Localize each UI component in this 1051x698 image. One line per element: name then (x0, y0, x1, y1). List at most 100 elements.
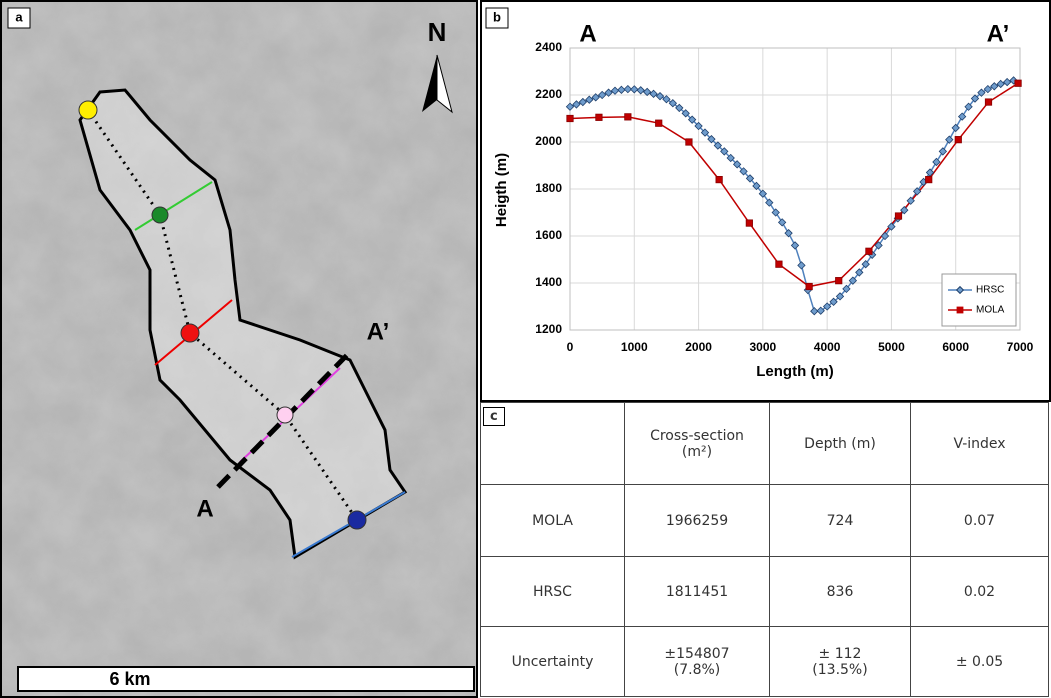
marker (945, 135, 954, 144)
plot-frame (569, 47, 1021, 331)
x-tick-label: 3000 (750, 340, 777, 354)
header-text: Cross-section (m²) (650, 427, 744, 460)
map-texture (0, 0, 478, 698)
panel-border (0, 0, 478, 698)
marker (777, 218, 787, 227)
marker (900, 205, 909, 215)
marker (932, 157, 941, 167)
marker (938, 147, 948, 156)
y-tick-label: 2200 (535, 87, 562, 101)
marker (604, 88, 613, 97)
marker (617, 85, 626, 94)
marker (720, 147, 729, 156)
cell-text: ± 112 (13.5%) (812, 645, 868, 678)
cell-text: ±154807 (7.8%) (664, 645, 730, 678)
marker (745, 174, 755, 183)
chart: b A A’ Length (m) Heigth (m) 1200 1400 160… (480, 0, 1051, 402)
marker (996, 79, 1005, 89)
marker (649, 89, 658, 98)
marker (848, 276, 858, 285)
marker (874, 241, 883, 250)
legend-marker (956, 306, 964, 314)
table-cell: HRSC (480, 556, 625, 627)
marker (623, 84, 633, 94)
y-tick-label: 1600 (535, 228, 562, 242)
legend-marker (955, 285, 965, 295)
marker (745, 219, 753, 227)
panel-label: b (493, 9, 501, 24)
marker (739, 167, 748, 176)
marker (835, 292, 845, 301)
marker (957, 112, 967, 121)
marker (687, 115, 697, 124)
panel-label-box (485, 7, 509, 29)
marker (829, 297, 838, 306)
table-header: Cross-section (m²) (624, 402, 770, 485)
panel-label: a (15, 9, 23, 24)
marker (566, 114, 574, 123)
marker (685, 138, 693, 146)
marker (951, 123, 960, 133)
legend-label: HRSC (976, 285, 1004, 296)
table-cell: 1966259 (624, 484, 770, 557)
x-axis-title: Length (m) (756, 363, 833, 380)
marker (954, 136, 962, 144)
marker (636, 86, 645, 95)
x-tick-label: 6000 (942, 340, 969, 354)
marker (816, 306, 825, 315)
marker (797, 261, 806, 270)
marker (610, 86, 620, 95)
marker (1002, 77, 1012, 87)
header-text: Depth (m) (804, 435, 876, 452)
marker (752, 181, 761, 191)
x-tick-label: 0 (567, 340, 574, 354)
marker (984, 98, 993, 106)
x-tick-label: 2000 (685, 340, 712, 354)
marker (655, 92, 665, 101)
table-cell: 0.02 (910, 556, 1049, 627)
marker (707, 135, 716, 144)
marker (970, 94, 980, 103)
marker (964, 102, 973, 111)
thalweg (86, 109, 359, 521)
y-tick-label: 1800 (535, 181, 562, 195)
map-panel: N A A’ 6 km a (0, 0, 478, 698)
north-label: N (428, 17, 447, 47)
x-tick-label: 7000 (1007, 340, 1034, 354)
marker (765, 198, 774, 207)
marker (681, 109, 690, 118)
cross-line (134, 181, 213, 231)
marker (983, 84, 993, 94)
section-label: A (196, 495, 213, 522)
marker (912, 187, 922, 196)
panel-label: c (483, 407, 505, 426)
table-cell: ± 112 (13.5%) (769, 626, 911, 697)
marker (1009, 76, 1018, 85)
y-tick-label: 2400 (535, 40, 562, 54)
marker (784, 229, 793, 238)
x-tick-label: 5000 (878, 340, 905, 354)
marker (630, 85, 639, 94)
marker (585, 95, 594, 104)
y-axis-title: Heigth (m) (493, 153, 510, 227)
point (347, 510, 367, 530)
annotation: A (579, 20, 596, 47)
table-cell: 1811451 (624, 556, 770, 627)
table-cell: MOLA (480, 484, 625, 557)
marker (805, 282, 813, 291)
section-line (216, 350, 352, 489)
scale-label: 6 km (109, 669, 150, 689)
table-cell: Uncertainty (480, 626, 625, 697)
marker (822, 302, 832, 311)
table-cell: c (480, 402, 625, 485)
marker (1014, 79, 1022, 87)
marker (565, 102, 575, 111)
marker (732, 160, 742, 169)
marker (810, 307, 819, 316)
marker (715, 175, 723, 184)
scale-bar (17, 666, 475, 692)
north-arrow (436, 54, 453, 114)
header-text: V-index (953, 435, 1006, 452)
marker (887, 222, 896, 231)
